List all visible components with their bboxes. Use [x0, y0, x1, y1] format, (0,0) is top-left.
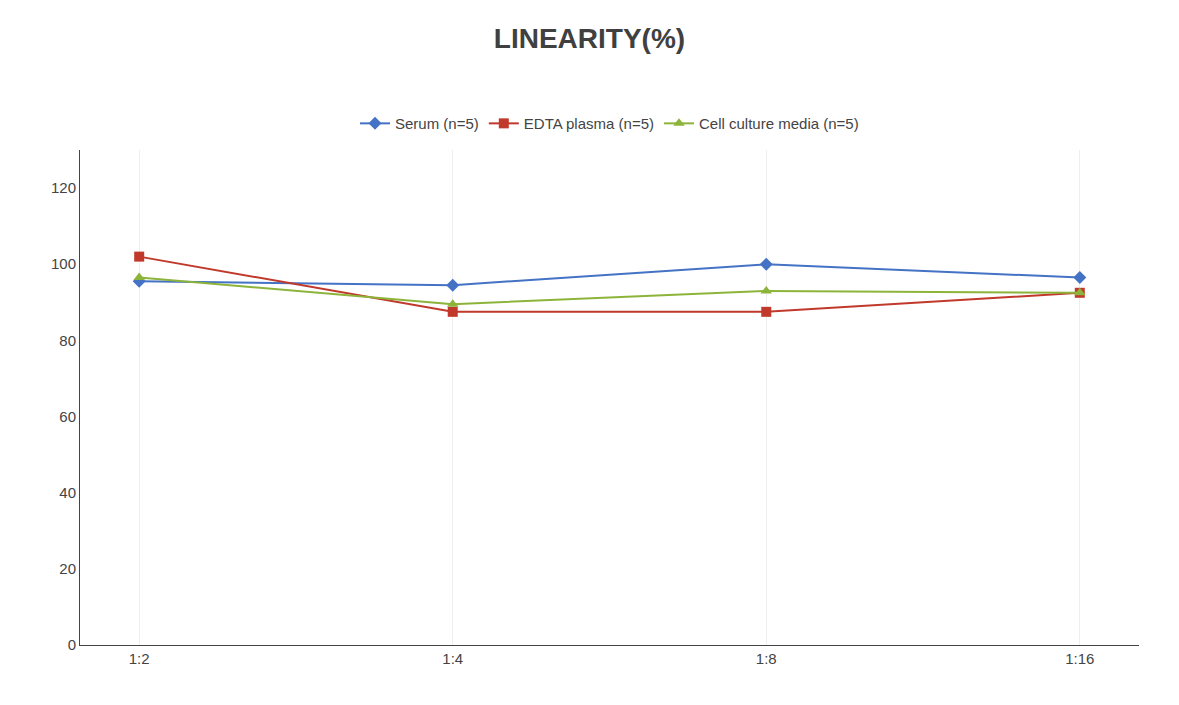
svg-text:1:8: 1:8: [756, 650, 777, 667]
svg-text:60: 60: [59, 408, 76, 425]
svg-text:0: 0: [68, 636, 76, 653]
svg-text:Cell culture media (n=5): Cell culture media (n=5): [699, 115, 859, 132]
svg-text:1:2: 1:2: [129, 650, 150, 667]
svg-text:80: 80: [59, 332, 76, 349]
svg-text:EDTA plasma (n=5): EDTA plasma (n=5): [524, 115, 654, 132]
svg-text:1:16: 1:16: [1065, 650, 1094, 667]
svg-text:120: 120: [51, 179, 76, 196]
svg-text:20: 20: [59, 560, 76, 577]
svg-text:100: 100: [51, 255, 76, 272]
svg-text:1:4: 1:4: [442, 650, 463, 667]
svg-text:40: 40: [59, 484, 76, 501]
svg-text:Serum (n=5): Serum (n=5): [395, 115, 479, 132]
svg-text:LINEARITY(%): LINEARITY(%): [494, 23, 685, 54]
